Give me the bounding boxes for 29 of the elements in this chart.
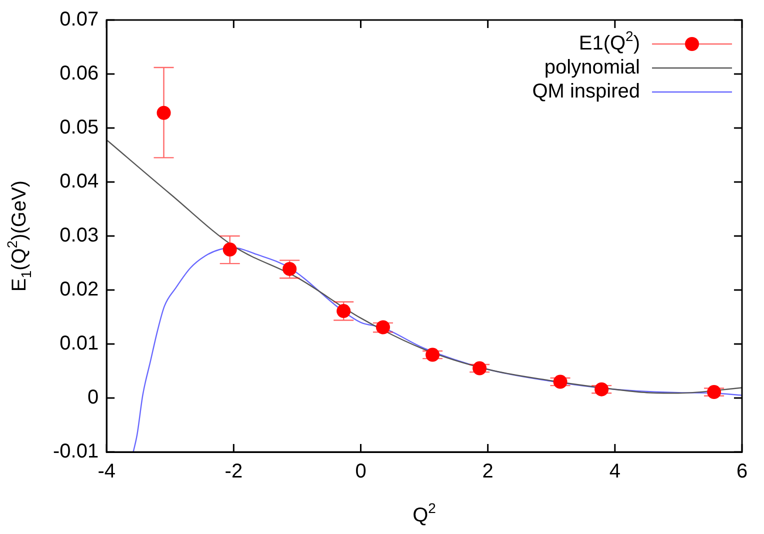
y-tick-label: -0.01 <box>52 440 99 463</box>
x-tick-label: -4 <box>98 460 116 483</box>
point <box>426 348 440 362</box>
y-tick-label: 0.01 <box>60 332 99 355</box>
point <box>156 106 171 120</box>
y-tick-label: 0.07 <box>60 8 99 31</box>
legend-label: QM inspired <box>532 80 640 103</box>
point <box>376 320 390 334</box>
point <box>472 361 487 376</box>
y-axis-title: E1(Q2)(GeV) <box>4 180 34 292</box>
y-tick-label: 0.02 <box>60 278 99 301</box>
point <box>282 262 297 276</box>
x-tick-label: 2 <box>482 460 494 483</box>
y-tick-label: 0.04 <box>60 170 99 193</box>
x-tick-label: 4 <box>609 460 620 483</box>
point <box>222 242 237 256</box>
y-tick-label: 0 <box>87 386 99 409</box>
legend-label: polynomial <box>544 56 640 79</box>
x-tick-label: -2 <box>224 460 243 483</box>
point <box>594 382 609 396</box>
y-tick-label: 0.05 <box>60 116 99 139</box>
y-tick-label: 0.06 <box>60 62 99 85</box>
line-series <box>106 139 742 394</box>
point <box>553 374 568 389</box>
x-tick-label: 6 <box>736 460 748 483</box>
point <box>707 385 722 400</box>
y-tick-label: 0.03 <box>60 224 99 247</box>
x-tick-label: 0 <box>355 460 366 483</box>
point <box>336 304 351 318</box>
